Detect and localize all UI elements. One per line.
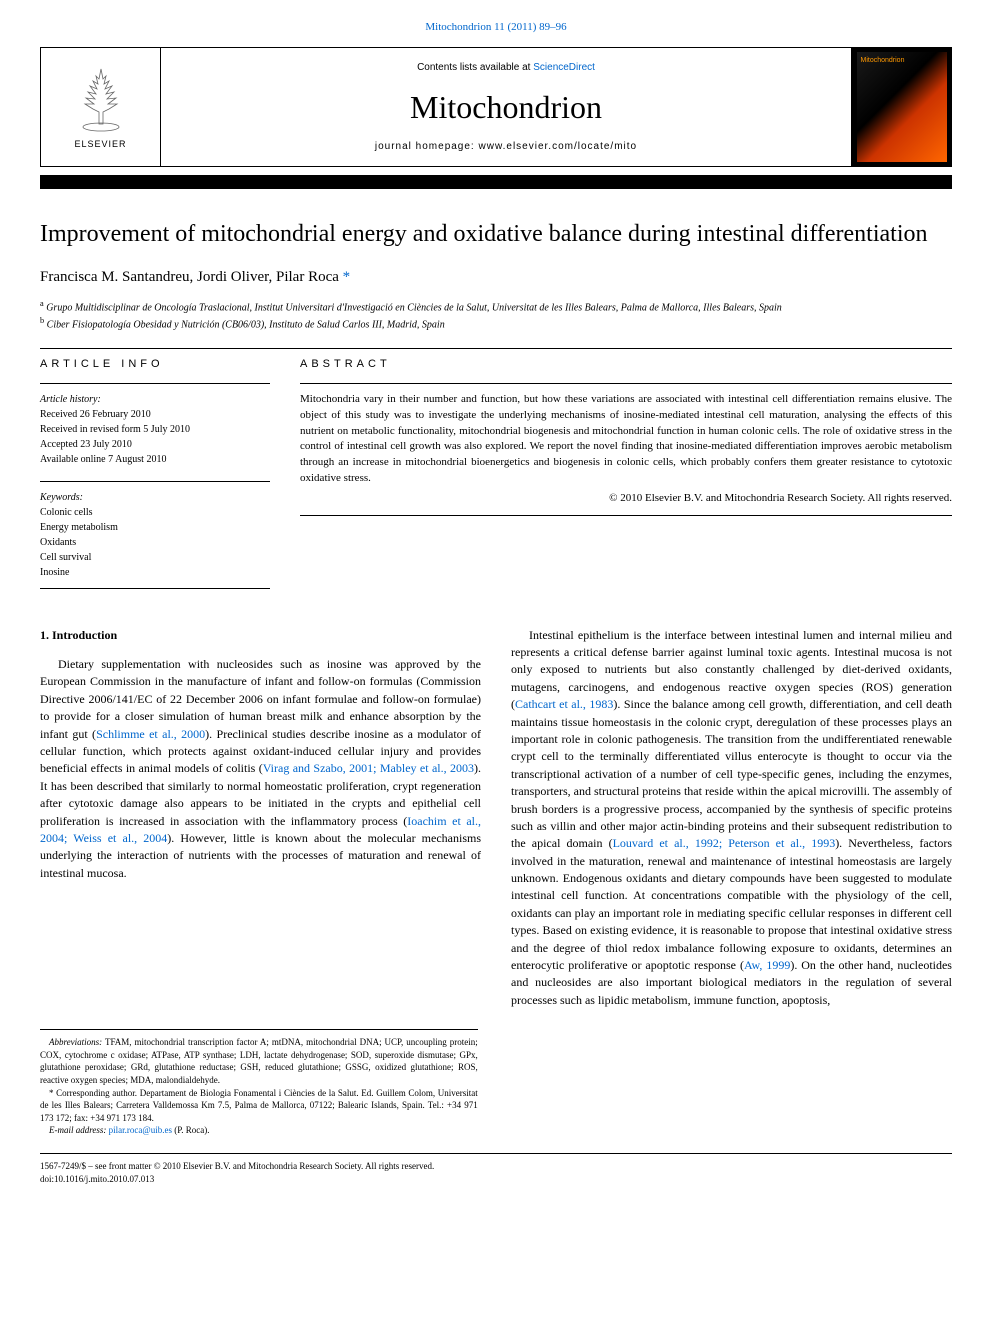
journal-header-bar: ELSEVIER Contents lists available at Sci… [40, 47, 952, 167]
divider [40, 481, 270, 482]
revised-date: Received in revised form 5 July 2010 [40, 422, 270, 437]
journal-cover-thumb: Mitochondrion [857, 52, 947, 162]
affiliation-a: Grupo Multidisciplinar de Oncología Tras… [46, 302, 782, 313]
authors-line: Francisca M. Santandreu, Jordi Oliver, P… [40, 267, 952, 288]
keyword: Energy metabolism [40, 520, 270, 535]
body-text: ). Since the balance among cell growth, … [511, 697, 952, 850]
keyword: Oxidants [40, 535, 270, 550]
body-column-right: Intestinal epithelium is the interface b… [511, 627, 952, 1010]
cover-label: Mitochondrion [861, 56, 905, 66]
sciencedirect-link[interactable]: ScienceDirect [533, 62, 595, 73]
abstract-copyright: © 2010 Elsevier B.V. and Mitochondria Re… [300, 491, 952, 506]
email-suffix: (P. Roca). [172, 1125, 210, 1135]
journal-cover-cell: Mitochondrion [851, 48, 951, 166]
abstract-text: Mitochondria vary in their number and fu… [300, 392, 952, 488]
article-info-heading: ARTICLE INFO [40, 357, 270, 372]
body-paragraph: Dietary supplementation with nucleosides… [40, 656, 481, 882]
body-paragraph: Intestinal epithelium is the interface b… [511, 627, 952, 1010]
divider [300, 515, 952, 516]
footnotes-block: Abbreviations: TFAM, mitochondrial trans… [40, 1029, 478, 1137]
corresponding-author-marker[interactable]: * [343, 269, 351, 285]
citation-link[interactable]: Cathcart et al., 1983 [515, 697, 613, 711]
authors-text: Francisca M. Santandreu, Jordi Oliver, P… [40, 269, 343, 285]
keyword: Inosine [40, 565, 270, 580]
issn-line: 1567-7249/$ – see front matter © 2010 El… [40, 1160, 952, 1173]
body-two-columns: 1. Introduction Dietary supplementation … [40, 627, 952, 1010]
citation-link[interactable]: Mitochondrion 11 (2011) 89–96 [425, 21, 566, 33]
abbrev-text: TFAM, mitochondrial transcription factor… [40, 1037, 478, 1085]
body-text: ). Nevertheless, factors involved in the… [511, 836, 952, 972]
publisher-logo-cell: ELSEVIER [41, 48, 161, 166]
divider [300, 383, 952, 384]
citation-link[interactable]: Louvard et al., 1992; Peterson et al., 1… [613, 836, 836, 850]
corr-label: * Corresponding author. [49, 1088, 137, 1098]
elsevier-tree-icon [71, 64, 131, 134]
affiliations: a Grupo Multidisciplinar de Oncología Tr… [40, 298, 952, 333]
citation-link[interactable]: Virag and Szabo, 2001; Mabley et al., 20… [263, 761, 474, 775]
accepted-date: Accepted 23 July 2010 [40, 437, 270, 452]
citation-header: Mitochondrion 11 (2011) 89–96 [40, 20, 952, 35]
divider [40, 588, 270, 589]
abbrev-label: Abbreviations: [49, 1037, 102, 1047]
contents-list-line: Contents lists available at ScienceDirec… [417, 61, 595, 75]
abstract-heading: ABSTRACT [300, 357, 952, 372]
article-title: Improvement of mitochondrial energy and … [40, 219, 952, 250]
article-history: Article history: Received 26 February 20… [40, 392, 270, 467]
email-footnote: E-mail address: pilar.roca@uib.es (P. Ro… [40, 1124, 478, 1137]
divider [40, 383, 270, 384]
journal-title-cell: Contents lists available at ScienceDirec… [161, 48, 851, 166]
keyword: Cell survival [40, 550, 270, 565]
citation-link[interactable]: Aw, 1999 [744, 958, 790, 972]
email-label: E-mail address: [49, 1125, 106, 1135]
divider [40, 348, 952, 349]
corresponding-footnote: * Corresponding author. Departament de B… [40, 1087, 478, 1125]
history-label: Article history: [40, 392, 270, 407]
affiliation-b: Ciber Fisiopatología Obesidad y Nutrició… [47, 319, 445, 330]
bottom-matter: 1567-7249/$ – see front matter © 2010 El… [40, 1153, 952, 1185]
body-column-left: 1. Introduction Dietary supplementation … [40, 627, 481, 1010]
elsevier-label: ELSEVIER [74, 138, 126, 151]
keyword: Colonic cells [40, 505, 270, 520]
header-black-bar [40, 175, 952, 189]
online-date: Available online 7 August 2010 [40, 452, 270, 467]
abbreviations-footnote: Abbreviations: TFAM, mitochondrial trans… [40, 1036, 478, 1086]
section-heading: 1. Introduction [40, 627, 481, 644]
email-link[interactable]: pilar.roca@uib.es [109, 1125, 172, 1135]
citation-link[interactable]: Schlimme et al., 2000 [96, 727, 205, 741]
journal-name: Mitochondrion [410, 85, 602, 130]
received-date: Received 26 February 2010 [40, 407, 270, 422]
info-abstract-row: ARTICLE INFO Article history: Received 2… [40, 357, 952, 596]
homepage-url: www.elsevier.com/locate/mito [479, 141, 638, 152]
journal-homepage: journal homepage: www.elsevier.com/locat… [375, 140, 637, 154]
homepage-prefix: journal homepage: [375, 141, 479, 152]
doi-line: doi:10.1016/j.mito.2010.07.013 [40, 1173, 952, 1186]
contents-prefix: Contents lists available at [417, 62, 533, 73]
article-info-column: ARTICLE INFO Article history: Received 2… [40, 357, 270, 596]
keywords-block: Keywords: Colonic cells Energy metabolis… [40, 490, 270, 580]
abstract-column: ABSTRACT Mitochondria vary in their numb… [300, 357, 952, 596]
keywords-label: Keywords: [40, 490, 270, 505]
